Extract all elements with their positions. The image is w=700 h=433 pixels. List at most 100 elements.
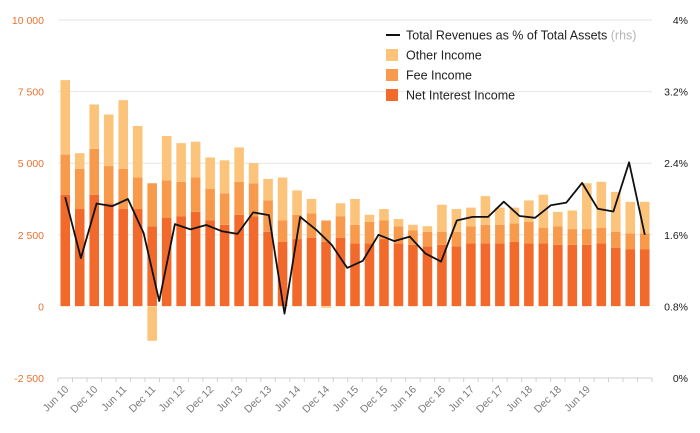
bar-fee xyxy=(89,148,100,195)
x-tick-label: Jun 13 xyxy=(214,384,245,415)
bar-net-interest xyxy=(625,249,636,307)
bar-fee xyxy=(350,224,360,244)
bar-other xyxy=(132,125,143,178)
legend-label: Net Interest Income xyxy=(406,89,515,103)
bar-other xyxy=(263,178,273,201)
bar-net-interest xyxy=(422,246,433,307)
bar-fee xyxy=(335,216,346,238)
bar-fee xyxy=(219,193,230,225)
bar-fee xyxy=(234,181,244,215)
x-tick-label: Dec 11 xyxy=(127,384,159,416)
bar-fee xyxy=(292,214,302,240)
y-right-tick-label: 4% xyxy=(673,15,688,27)
y-left-tick-label: 5 000 xyxy=(18,158,44,170)
bar-fee xyxy=(480,224,491,244)
bar-fee xyxy=(582,229,592,245)
bar-other xyxy=(118,100,128,169)
bar-fee xyxy=(393,226,404,244)
bar-fee xyxy=(437,231,447,245)
bar-net-interest xyxy=(89,194,100,307)
bar-fee xyxy=(466,226,476,244)
x-tick-label: Dec 18 xyxy=(532,384,564,416)
bar-other xyxy=(408,224,418,231)
bar-fee xyxy=(509,223,520,242)
y-left-tick-label: 0 xyxy=(38,301,44,313)
bar-fee xyxy=(408,230,418,245)
bar-other xyxy=(60,80,71,155)
bar-net-interest xyxy=(321,241,331,307)
bar-fee xyxy=(321,220,331,242)
y-left-tick-label: 7 500 xyxy=(18,87,44,99)
bar-net-interest xyxy=(335,237,346,307)
bar-net-interest xyxy=(524,243,534,307)
bar-net-interest xyxy=(234,214,244,307)
bar-net-interest xyxy=(408,244,418,307)
bar-other xyxy=(161,135,172,181)
bar-other xyxy=(335,203,346,217)
y-left-tick-label: 2 500 xyxy=(18,230,44,242)
bar-other xyxy=(480,196,491,225)
bar-other xyxy=(582,183,592,230)
bar-other xyxy=(524,200,534,222)
bar-other xyxy=(205,157,215,189)
bar-net-interest xyxy=(495,243,505,307)
bar-fee xyxy=(451,231,462,247)
bar-other xyxy=(553,211,563,227)
bar-fee xyxy=(190,177,201,212)
bar-net-interest xyxy=(466,243,476,307)
revenue-ratio-line-layer xyxy=(64,161,646,315)
bar-other xyxy=(509,207,520,224)
x-tick-label: Jun 15 xyxy=(330,384,361,415)
y-left-tick-label: 10 000 xyxy=(12,15,44,27)
y-left-tick-label: -2 500 xyxy=(14,373,44,385)
bar-fee xyxy=(161,180,172,218)
bar-fee xyxy=(610,231,621,248)
bar-net-interest xyxy=(480,243,491,307)
legend-label: Other Income xyxy=(406,49,482,63)
bar-other xyxy=(248,163,259,184)
bar-fee xyxy=(205,188,215,221)
legend-swatch-other xyxy=(386,49,398,61)
bar-net-interest xyxy=(364,243,375,307)
bar-other xyxy=(147,306,157,341)
bar-net-interest xyxy=(147,226,157,307)
bar-net-interest xyxy=(190,211,201,307)
legend-suffix: (rhs) xyxy=(607,29,636,43)
bar-net-interest xyxy=(205,220,215,307)
legend-swatch-fee xyxy=(386,69,398,81)
x-tick-label: Jun 16 xyxy=(388,384,419,415)
bar-fee xyxy=(625,233,636,250)
x-tick-label: Jun 14 xyxy=(272,384,303,415)
bar-net-interest xyxy=(379,239,389,307)
bar-net-interest xyxy=(277,241,288,307)
bar-fee xyxy=(639,233,650,250)
bar-fee xyxy=(495,224,505,244)
x-tick-label: Jun 12 xyxy=(156,384,187,415)
bar-other xyxy=(596,181,607,228)
bar-fee xyxy=(74,168,85,210)
bar-fee xyxy=(538,227,549,244)
x-tick-label: Dec 15 xyxy=(358,384,390,416)
bar-fee xyxy=(364,221,375,244)
bar-fee xyxy=(60,154,71,195)
bar-net-interest xyxy=(118,209,128,307)
bar-other xyxy=(610,191,621,232)
bar-fee xyxy=(176,181,186,217)
bar-other xyxy=(350,199,360,225)
bar-net-interest xyxy=(596,243,607,307)
bar-net-interest xyxy=(292,239,302,307)
bar-other xyxy=(364,214,375,222)
bar-net-interest xyxy=(538,243,549,307)
x-tick-label: Dec 17 xyxy=(474,384,506,416)
bar-other xyxy=(639,201,650,234)
bar-other xyxy=(234,147,244,182)
bar-other xyxy=(625,201,636,234)
x-tick-label: Dec 16 xyxy=(416,384,448,416)
bar-fee xyxy=(132,177,143,210)
bar-net-interest xyxy=(639,249,650,307)
bar-other xyxy=(495,207,505,225)
x-tick-label: Jun 17 xyxy=(446,384,477,415)
x-tick-label: Jun 18 xyxy=(504,384,535,415)
bar-net-interest xyxy=(350,243,360,307)
